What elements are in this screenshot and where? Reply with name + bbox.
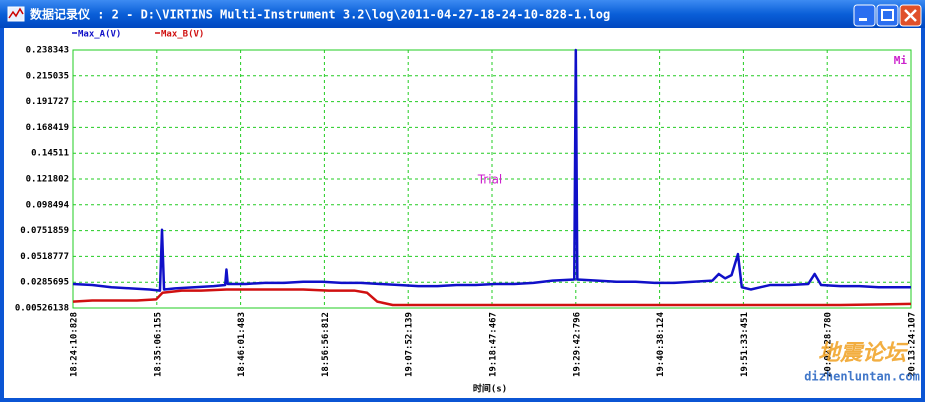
y-tick-label: 0.0518777 <box>20 252 69 262</box>
x-tick-label: 20:02:28:780 <box>824 312 834 377</box>
watermark: 地震论坛 <box>818 341 909 366</box>
y-tick-label: 0.215035 <box>26 71 69 81</box>
series-line <box>72 288 911 307</box>
x-tick-label: 18:35:06:155 <box>153 312 163 377</box>
close-button[interactable] <box>899 4 922 27</box>
y-tick-label: 0.14511 <box>31 149 69 159</box>
y-tick-label: 0.0285695 <box>20 278 69 288</box>
y-tick-label: 0.121802 <box>26 175 69 185</box>
x-tick-label: 18:46:01:483 <box>237 312 247 377</box>
annotation: Trial <box>477 173 503 187</box>
x-tick-label: 18:24:10:828 <box>70 312 80 377</box>
x-tick-label: 19:40:38:124 <box>656 311 666 377</box>
x-tick-label: 19:07:52:139 <box>405 312 415 377</box>
x-tick-label: 20:13:24:107 <box>908 312 918 377</box>
annotation: Mi <box>894 54 908 67</box>
y-tick-label: 0.0751859 <box>20 226 69 236</box>
x-tick-label: 18:56:56:812 <box>321 312 331 377</box>
series-line <box>72 48 911 292</box>
title-bar <box>0 0 925 28</box>
y-tick-label: 0.098494 <box>26 200 70 210</box>
y-tick-label: 0.00526138 <box>15 304 69 314</box>
watermark: dizhenluntan.com <box>804 370 920 384</box>
legend-entry: Max_A(V) <box>78 30 121 40</box>
app-icon-graph <box>8 7 24 19</box>
legend-entry: Max_B(V) <box>161 30 204 40</box>
y-tick-label: 0.238343 <box>26 46 69 56</box>
app-icon <box>7 6 25 22</box>
minimize-button[interactable] <box>853 4 876 27</box>
x-tick-label: 19:18:47:467 <box>488 312 498 377</box>
chart: 0.238343 0.215035 0.191727 0.168419 0.14511 0… <box>15 30 920 395</box>
window-title: 数据记录仪 : 2 - D:\VIRTINS Multi-Instrument … <box>30 7 610 22</box>
maximize-button[interactable] <box>876 4 899 27</box>
y-tick-label: 0.168419 <box>26 123 69 133</box>
x-axis-label: 时间(s) <box>473 383 507 395</box>
y-tick-label: 0.191727 <box>26 97 69 107</box>
x-tick-label: 19:51:33:451 <box>740 312 750 377</box>
x-tick-label: 19:29:42:796 <box>572 312 582 377</box>
